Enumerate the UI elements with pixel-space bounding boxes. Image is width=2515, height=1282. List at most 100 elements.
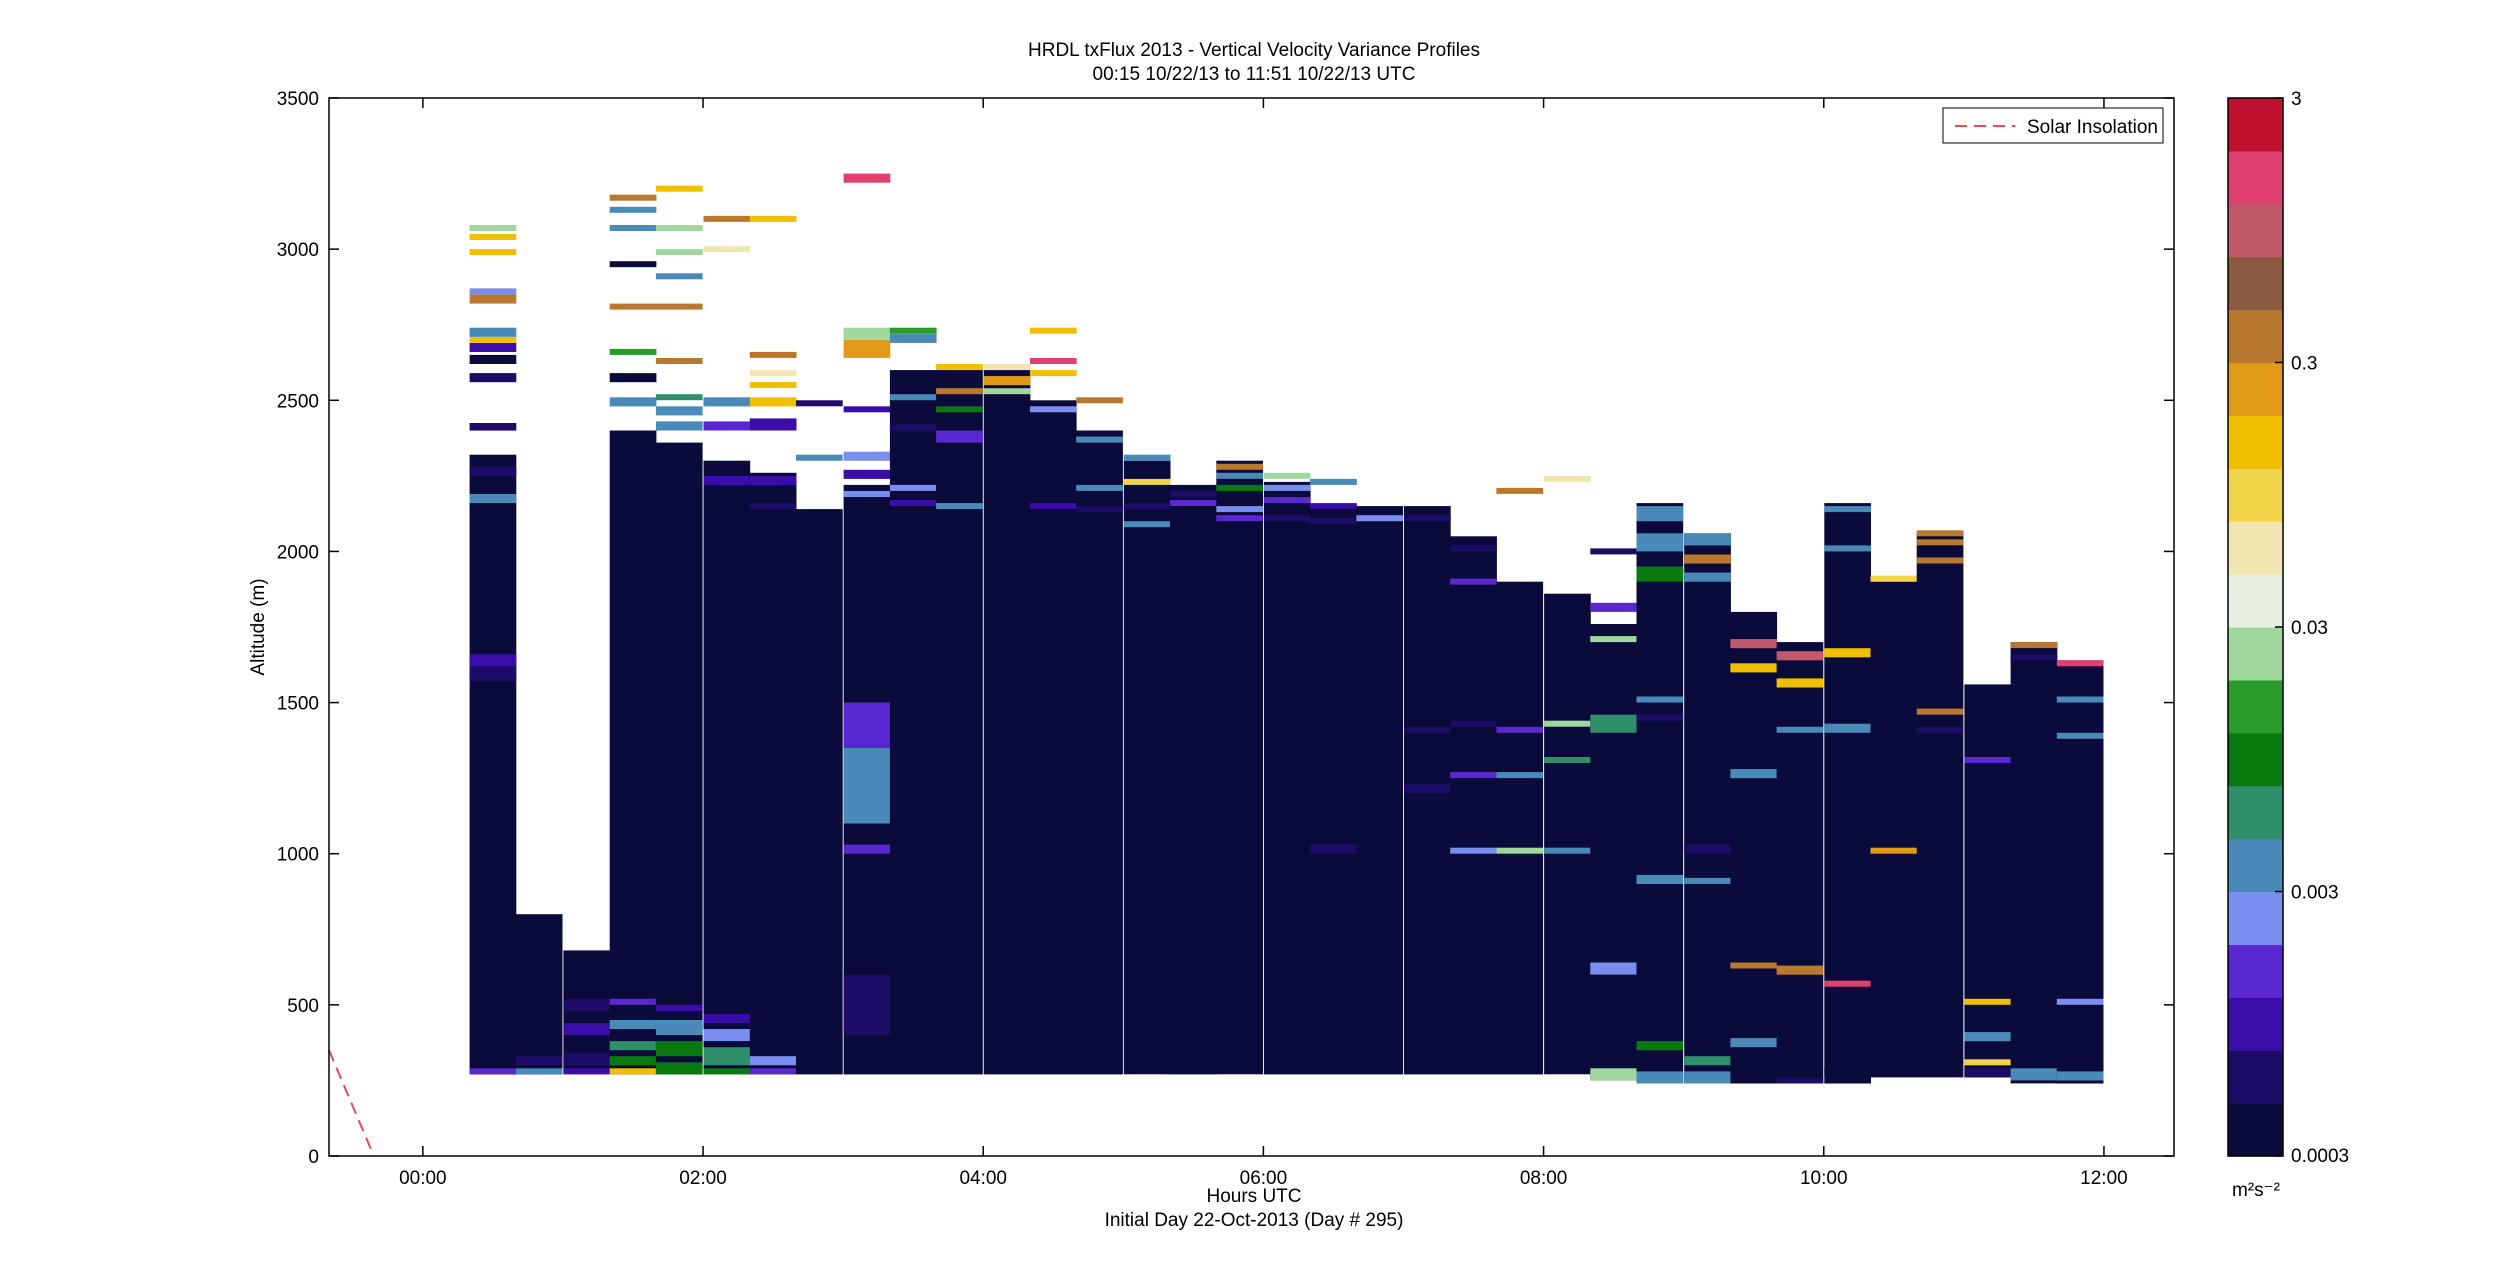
colorbar-band xyxy=(2228,98,2283,152)
heatmap-cell xyxy=(1590,548,1637,555)
heatmap-cell xyxy=(1544,757,1591,763)
chart-title: HRDL txFlux 2013 - Vertical Velocity Var… xyxy=(1028,40,1480,61)
heatmap-cell xyxy=(1776,1077,1824,1084)
heatmap-cell xyxy=(1730,639,1778,649)
heatmap-cell xyxy=(983,376,1031,386)
heatmap-cell xyxy=(1404,784,1451,794)
heatmap-cell xyxy=(1916,726,1964,733)
heatmap-cell xyxy=(609,998,657,1005)
heatmap-cell xyxy=(1684,844,1731,854)
legend-label-solar-insolation: Solar Insolation xyxy=(2027,117,2158,138)
heatmap-cell xyxy=(796,454,843,461)
y-tick-label: 3000 xyxy=(277,240,319,261)
heatmap-cell xyxy=(655,185,703,192)
heatmap-cell xyxy=(1824,648,1871,658)
colorbar-band xyxy=(2228,944,2283,998)
heatmap-cell xyxy=(1684,572,1731,582)
solar-insolation-segment xyxy=(328,1049,375,1157)
heatmap-cell xyxy=(655,442,703,1075)
heatmap-cell xyxy=(469,1068,517,1075)
heatmap-cell xyxy=(1636,1071,1684,1084)
heatmap-cell xyxy=(1310,518,1357,525)
heatmap-cell xyxy=(796,400,843,407)
heatmap-cell xyxy=(843,974,891,1036)
heatmap-cell xyxy=(1170,491,1217,497)
heatmap-cell xyxy=(749,351,797,358)
colorbar-band xyxy=(2228,679,2283,734)
colorbar-band xyxy=(2228,150,2283,205)
heatmap-cell xyxy=(1450,536,1497,1075)
y-axis: 0 500 1000 1500 2000 2500 3000 3500 xyxy=(277,89,2174,1168)
heatmap-cell xyxy=(1684,533,1731,1084)
heatmap-cell xyxy=(1450,720,1497,727)
heatmap-cell xyxy=(1496,581,1544,1075)
colorbar-units: m²s⁻² xyxy=(2232,1180,2280,1201)
plot-frame xyxy=(328,97,2175,1157)
heatmap-cell xyxy=(1029,370,1077,377)
heatmap-cell xyxy=(1590,714,1637,733)
heatmap-cell xyxy=(609,1041,657,1051)
heatmap-cell xyxy=(2056,660,2104,667)
heatmap-cell xyxy=(609,261,657,268)
heatmap-cell xyxy=(1216,472,1263,479)
colorbar-band xyxy=(2228,891,2283,945)
heatmap-cell xyxy=(1776,965,1824,975)
heatmap-cell xyxy=(1870,581,1918,1078)
heatmap-cell xyxy=(1310,844,1357,854)
heatmap-cell xyxy=(609,194,657,201)
colorbar-tick-label: 3 xyxy=(2291,89,2302,110)
heatmap-cell xyxy=(1684,533,1731,546)
heatmap-cell xyxy=(1964,1059,2012,1066)
heatmap-cell xyxy=(469,373,517,383)
colorbar-band xyxy=(2228,997,2283,1051)
heatmap-cell xyxy=(1590,602,1637,612)
colorbar-band xyxy=(2228,521,2283,575)
heatmap-cell xyxy=(703,1068,751,1075)
heatmap-cell xyxy=(563,1023,611,1036)
heatmap-cell xyxy=(2010,642,2058,1084)
heatmap-cell xyxy=(655,1062,703,1075)
heatmap-cell xyxy=(983,388,1031,395)
heatmap-cell xyxy=(1310,506,1357,1075)
x-tick-label: 10:00 xyxy=(1800,1168,1848,1189)
heatmap-cell xyxy=(1216,506,1263,513)
heatmap-cell xyxy=(609,430,657,1075)
heatmap-cell xyxy=(1684,1071,1731,1084)
heatmap-cell xyxy=(1544,593,1591,1075)
heatmap-cell xyxy=(843,469,891,479)
heatmap-cell xyxy=(796,509,843,1075)
heatmap-cell xyxy=(1029,327,1077,334)
heatmap-cell xyxy=(1450,545,1497,552)
heatmap-cell xyxy=(2010,1068,2058,1081)
heatmap-cell xyxy=(655,303,703,310)
heatmap-cell xyxy=(936,406,983,413)
y-tick-label: 0 xyxy=(308,1147,319,1168)
heatmap-cell xyxy=(1824,723,1871,733)
heatmap-cell xyxy=(515,914,563,1075)
heatmap-cell xyxy=(1590,962,1637,975)
heatmap-cell xyxy=(1076,430,1123,1075)
colorbar-band xyxy=(2228,838,2283,893)
heatmap-cell xyxy=(843,844,891,854)
heatmap-cell xyxy=(1029,358,1077,364)
heatmap-cell xyxy=(1916,539,1964,546)
heatmap-cell xyxy=(936,503,983,510)
heatmap-cell xyxy=(1590,636,1637,643)
heatmap-cell xyxy=(609,1056,657,1066)
heatmap-cell xyxy=(1263,484,1311,491)
legend: Solar Insolation xyxy=(1942,107,2164,144)
heatmap-cell xyxy=(1964,1032,2012,1042)
colorbar: 0.0003 0.003 0.03 0.3 3 m²s⁻² xyxy=(2227,89,2349,1201)
heatmap-cell xyxy=(1636,1041,1684,1051)
heatmap-cell xyxy=(655,273,703,280)
heatmap-cell xyxy=(749,397,797,407)
x-tick-label: 02:00 xyxy=(679,1168,727,1189)
x-axis-label: Hours UTC xyxy=(1206,1186,1301,1207)
heatmap-cell xyxy=(889,370,937,1075)
heatmap-cell xyxy=(1076,397,1123,404)
heatmap-cell xyxy=(1450,772,1497,779)
heatmap-cell xyxy=(703,1029,751,1042)
heatmap-cell xyxy=(609,373,657,383)
heatmap-cell xyxy=(749,370,797,377)
heatmap-cell xyxy=(843,747,891,824)
